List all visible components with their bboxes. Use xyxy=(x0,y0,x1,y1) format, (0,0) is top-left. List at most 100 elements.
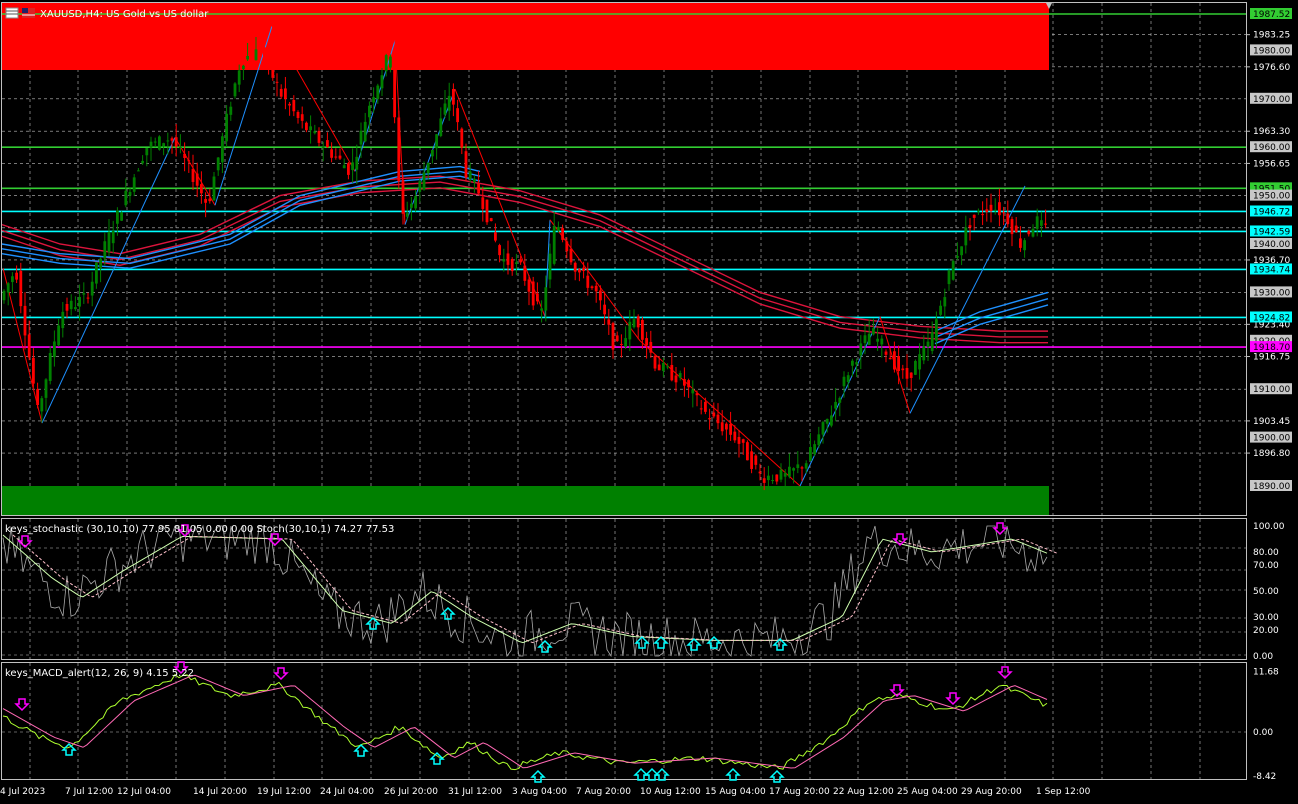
price-label-box xyxy=(1250,341,1292,353)
macd-pane-frame xyxy=(1,662,1247,780)
price-tick-label: 1916.75 xyxy=(1253,353,1290,363)
candle-body xyxy=(838,397,842,403)
stochastic-down-arrow xyxy=(177,524,193,538)
price-label: 1960.00 xyxy=(1253,143,1290,153)
candle-body xyxy=(494,232,497,241)
time-axis-label: 3 Aug 04:00 xyxy=(512,787,567,797)
candle-body xyxy=(872,328,875,335)
candle-body xyxy=(767,475,770,481)
candle-body xyxy=(334,156,338,158)
us-flag-icon xyxy=(22,8,35,18)
candle-body xyxy=(460,128,464,148)
stochastic-tick-label: 30.00 xyxy=(1253,613,1279,623)
time-axis-label: 31 Jul 12:00 xyxy=(448,787,502,797)
macd-up-arrow xyxy=(530,769,546,783)
candle-body xyxy=(972,214,976,218)
candle-body xyxy=(258,52,262,54)
candle-body xyxy=(1044,223,1047,225)
candle-body xyxy=(158,136,161,150)
candle-body xyxy=(544,287,548,311)
candle-body xyxy=(573,262,577,272)
candle-body xyxy=(204,199,207,203)
candle-body xyxy=(141,160,144,164)
candle-body xyxy=(116,210,119,224)
macd-tick-label: 11.68 xyxy=(1253,667,1279,677)
candle-body xyxy=(1006,213,1010,225)
stochastic-down-arrow xyxy=(892,533,908,547)
time-axis-label: 14 Jul 20:00 xyxy=(193,787,247,797)
candle-body xyxy=(930,332,934,352)
candle-body xyxy=(884,351,888,355)
stochastic-up-arrow xyxy=(706,635,722,649)
price-label-box xyxy=(1250,92,1292,104)
candle-body xyxy=(519,259,522,263)
zigzag-segment xyxy=(909,185,1026,414)
candle-body xyxy=(998,202,1001,216)
time-axis-label: 26 Jul 20:00 xyxy=(384,787,438,797)
zigzag-segment xyxy=(214,26,273,206)
candle-body xyxy=(254,49,258,61)
candle-body xyxy=(683,379,686,386)
zigzag-segment xyxy=(174,137,216,206)
candle-body xyxy=(548,253,552,280)
candle-body xyxy=(943,297,947,307)
candle-body xyxy=(27,334,31,358)
candle-body xyxy=(19,270,23,307)
candle-body xyxy=(456,108,459,123)
price-label: 1890.00 xyxy=(1253,482,1290,492)
candle-body xyxy=(263,47,266,59)
candle-body xyxy=(166,140,170,142)
candle-body xyxy=(414,195,417,209)
candle-body xyxy=(271,62,275,78)
candle-body xyxy=(632,319,636,328)
candle-body xyxy=(326,140,329,148)
candle-body xyxy=(149,141,153,148)
time-axis-label: 29 Aug 20:00 xyxy=(961,787,1022,797)
candle-body xyxy=(893,351,896,370)
candle-body xyxy=(292,100,296,112)
candle-body xyxy=(968,225,972,228)
candle-body xyxy=(242,65,245,70)
candle-body xyxy=(443,103,447,115)
candle-body xyxy=(208,198,212,202)
chart-window-icon[interactable] xyxy=(5,7,19,19)
candle-body xyxy=(246,56,249,60)
candle-body xyxy=(695,393,699,396)
candle-body xyxy=(1027,231,1031,235)
candle-body xyxy=(300,114,304,121)
price-label: 1930.00 xyxy=(1253,288,1290,298)
price-tick-label: 1923.40 xyxy=(1253,320,1290,330)
price-label: 1950.00 xyxy=(1253,192,1290,202)
candle-body xyxy=(947,270,951,285)
candles xyxy=(2,37,1047,492)
candle-body xyxy=(418,181,422,192)
candle-body xyxy=(960,246,963,256)
candle-body xyxy=(662,362,665,371)
candle-body xyxy=(44,379,48,398)
price-tick-label: 1963.30 xyxy=(1253,127,1290,137)
candle-body xyxy=(775,474,779,482)
moving-averages xyxy=(1,165,1049,345)
candle-body xyxy=(250,58,254,60)
candle-body xyxy=(137,170,140,172)
candle-body xyxy=(725,423,728,430)
candle-body xyxy=(720,422,724,432)
price-label: 1900.00 xyxy=(1253,434,1290,444)
candle-body xyxy=(779,469,783,480)
candle-body xyxy=(523,265,527,281)
candle-body xyxy=(863,335,867,343)
candle-body xyxy=(132,177,136,192)
price-label-box xyxy=(1250,237,1292,249)
price-label: 1987.52 xyxy=(1253,10,1290,20)
stochastic-down-arrow xyxy=(267,533,283,547)
candle-body xyxy=(393,56,396,118)
candle-body xyxy=(305,122,308,131)
macd-down-arrow xyxy=(173,661,189,675)
candle-body xyxy=(36,389,39,406)
candle-body xyxy=(502,259,506,262)
stochastic-up-arrow xyxy=(634,635,650,649)
stochastic-up-arrow xyxy=(772,637,788,651)
candle-body xyxy=(183,153,186,158)
candle-body xyxy=(901,368,905,371)
